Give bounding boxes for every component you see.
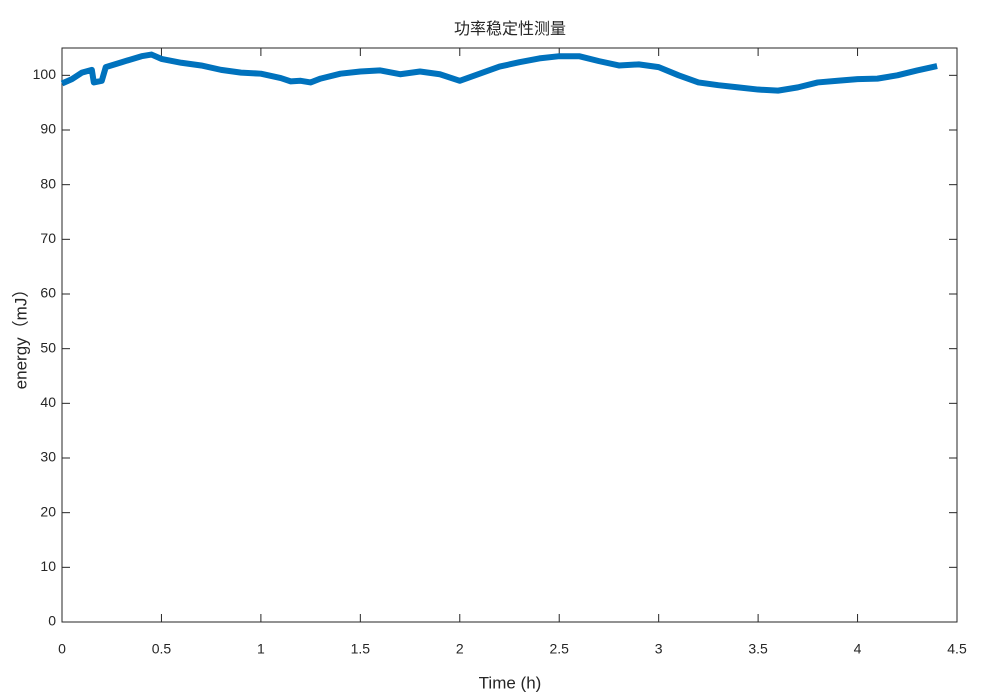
y-tick-label: 20 <box>40 503 56 519</box>
chart-title: 功率稳定性测量 <box>454 20 566 38</box>
axes-box <box>61 47 958 623</box>
x-tick-label: 4 <box>854 641 862 657</box>
x-tick-label: 3 <box>655 641 663 657</box>
y-tick-label: 80 <box>40 175 56 191</box>
y-tick-label: 40 <box>40 394 56 410</box>
y-tick-label: 0 <box>48 613 56 629</box>
x-tick-label: 3.5 <box>748 641 768 657</box>
x-tick-label: 4.5 <box>947 641 967 657</box>
y-tick-label: 50 <box>40 339 56 355</box>
data-line <box>60 51 938 94</box>
y-tick-label: 10 <box>40 558 56 574</box>
x-tick-label: 0.5 <box>152 641 172 657</box>
y-tick-label: 70 <box>40 230 56 246</box>
x-axis-label: Time (h) <box>479 673 542 692</box>
y-axis-label: energy（mJ） <box>11 281 30 390</box>
x-tick-label: 2.5 <box>549 641 569 657</box>
x-tick-label: 1 <box>257 641 265 657</box>
y-tick-label: 30 <box>40 449 56 465</box>
x-tick-label: 2 <box>456 641 464 657</box>
x-tick-label: 1.5 <box>351 641 371 657</box>
x-tick-label: 0 <box>58 641 66 657</box>
y-tick-label: 100 <box>33 66 57 82</box>
y-tick-label: 90 <box>40 121 56 137</box>
y-tick-label: 60 <box>40 285 56 301</box>
